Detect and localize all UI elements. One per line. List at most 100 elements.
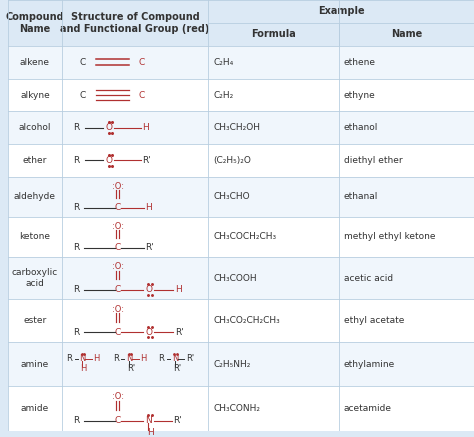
Text: alkene: alkene [20, 58, 50, 67]
Bar [209, 144, 339, 177]
Text: R: R [66, 354, 72, 363]
Bar [209, 23, 339, 46]
Text: O: O [146, 328, 153, 336]
Text: acetic acid: acetic acid [344, 274, 392, 283]
Text: H: H [175, 285, 182, 294]
Text: C: C [114, 285, 121, 294]
Bar [8, 144, 62, 177]
Text: C: C [114, 203, 121, 212]
Bar [209, 177, 339, 217]
Text: amine: amine [21, 360, 49, 369]
Text: R: R [73, 416, 80, 425]
Text: ether: ether [23, 156, 47, 165]
Text: ethene: ethene [344, 58, 375, 67]
Bar [8, 0, 62, 46]
Text: H: H [93, 354, 100, 363]
Bar [339, 342, 474, 386]
Text: Example: Example [318, 7, 365, 17]
Bar [209, 0, 474, 23]
Bar [62, 46, 209, 79]
Text: Formula: Formula [251, 29, 296, 39]
Bar [62, 217, 209, 257]
Text: ethanal: ethanal [344, 192, 378, 201]
Text: C₂H₄: C₂H₄ [213, 58, 233, 67]
Text: C: C [114, 328, 121, 336]
Bar [339, 144, 474, 177]
Text: R': R' [173, 364, 181, 373]
Text: Name: Name [391, 29, 422, 39]
Bar [62, 342, 209, 386]
Bar [209, 342, 339, 386]
Text: CH₃CHO: CH₃CHO [213, 192, 250, 201]
Bar [339, 23, 474, 46]
Text: R: R [73, 285, 80, 294]
Text: R: R [73, 123, 80, 132]
Bar [339, 386, 474, 431]
Bar [62, 386, 209, 431]
Text: :O:: :O: [111, 392, 124, 401]
Bar [8, 177, 62, 217]
Bar [339, 111, 474, 144]
Text: amide: amide [21, 404, 49, 413]
Text: C: C [138, 90, 144, 100]
Text: carboxylic
acid: carboxylic acid [12, 268, 58, 288]
Text: C: C [138, 58, 144, 67]
Text: alcohol: alcohol [19, 123, 51, 132]
Bar [339, 177, 474, 217]
Text: CH₃COCH₂CH₃: CH₃COCH₂CH₃ [213, 232, 276, 241]
Text: R: R [73, 328, 80, 336]
Text: aldehyde: aldehyde [14, 192, 56, 201]
Bar [339, 257, 474, 299]
Text: R: R [73, 156, 80, 165]
Text: ethylamine: ethylamine [344, 360, 395, 369]
Text: CH₃COOH: CH₃COOH [213, 274, 257, 283]
Bar [62, 257, 209, 299]
Text: O: O [106, 123, 113, 132]
Text: ethanol: ethanol [344, 123, 378, 132]
Text: CH₃CH₂OH: CH₃CH₂OH [213, 123, 260, 132]
Bar [62, 299, 209, 342]
Bar [62, 177, 209, 217]
Bar [8, 299, 62, 342]
Text: R: R [159, 354, 164, 363]
Text: acetamide: acetamide [344, 404, 392, 413]
Text: H: H [147, 428, 154, 437]
Bar [209, 79, 339, 111]
Text: R': R' [146, 243, 154, 252]
Text: R: R [73, 203, 80, 212]
Bar [8, 79, 62, 111]
Text: H: H [140, 354, 146, 363]
Text: :O:: :O: [111, 181, 124, 191]
Text: :O:: :O: [111, 305, 124, 314]
Text: O: O [106, 156, 113, 165]
Text: CH₃CO₂CH₂CH₃: CH₃CO₂CH₂CH₃ [213, 316, 280, 325]
Text: ethyne: ethyne [344, 90, 375, 100]
Text: H: H [143, 123, 149, 132]
Text: R': R' [175, 328, 183, 336]
Bar [339, 79, 474, 111]
Text: N: N [79, 354, 86, 363]
Text: N: N [146, 416, 152, 425]
Text: C: C [114, 243, 121, 252]
Text: R': R' [143, 156, 151, 165]
Text: R': R' [127, 364, 136, 373]
Bar [209, 46, 339, 79]
Text: R': R' [186, 354, 194, 363]
Text: R': R' [173, 416, 182, 425]
Text: alkyne: alkyne [20, 90, 50, 100]
Bar [62, 0, 209, 46]
Text: C₂H₂: C₂H₂ [213, 90, 233, 100]
Text: C: C [79, 90, 86, 100]
Text: R: R [113, 354, 119, 363]
Bar [209, 257, 339, 299]
Bar [8, 257, 62, 299]
Bar [62, 111, 209, 144]
Bar [339, 299, 474, 342]
Bar [209, 386, 339, 431]
Bar [8, 217, 62, 257]
Text: :O:: :O: [111, 262, 124, 271]
Text: H: H [80, 364, 87, 373]
Bar [8, 342, 62, 386]
Text: (C₂H₅)₂O: (C₂H₅)₂O [213, 156, 251, 165]
Text: R: R [73, 243, 80, 252]
